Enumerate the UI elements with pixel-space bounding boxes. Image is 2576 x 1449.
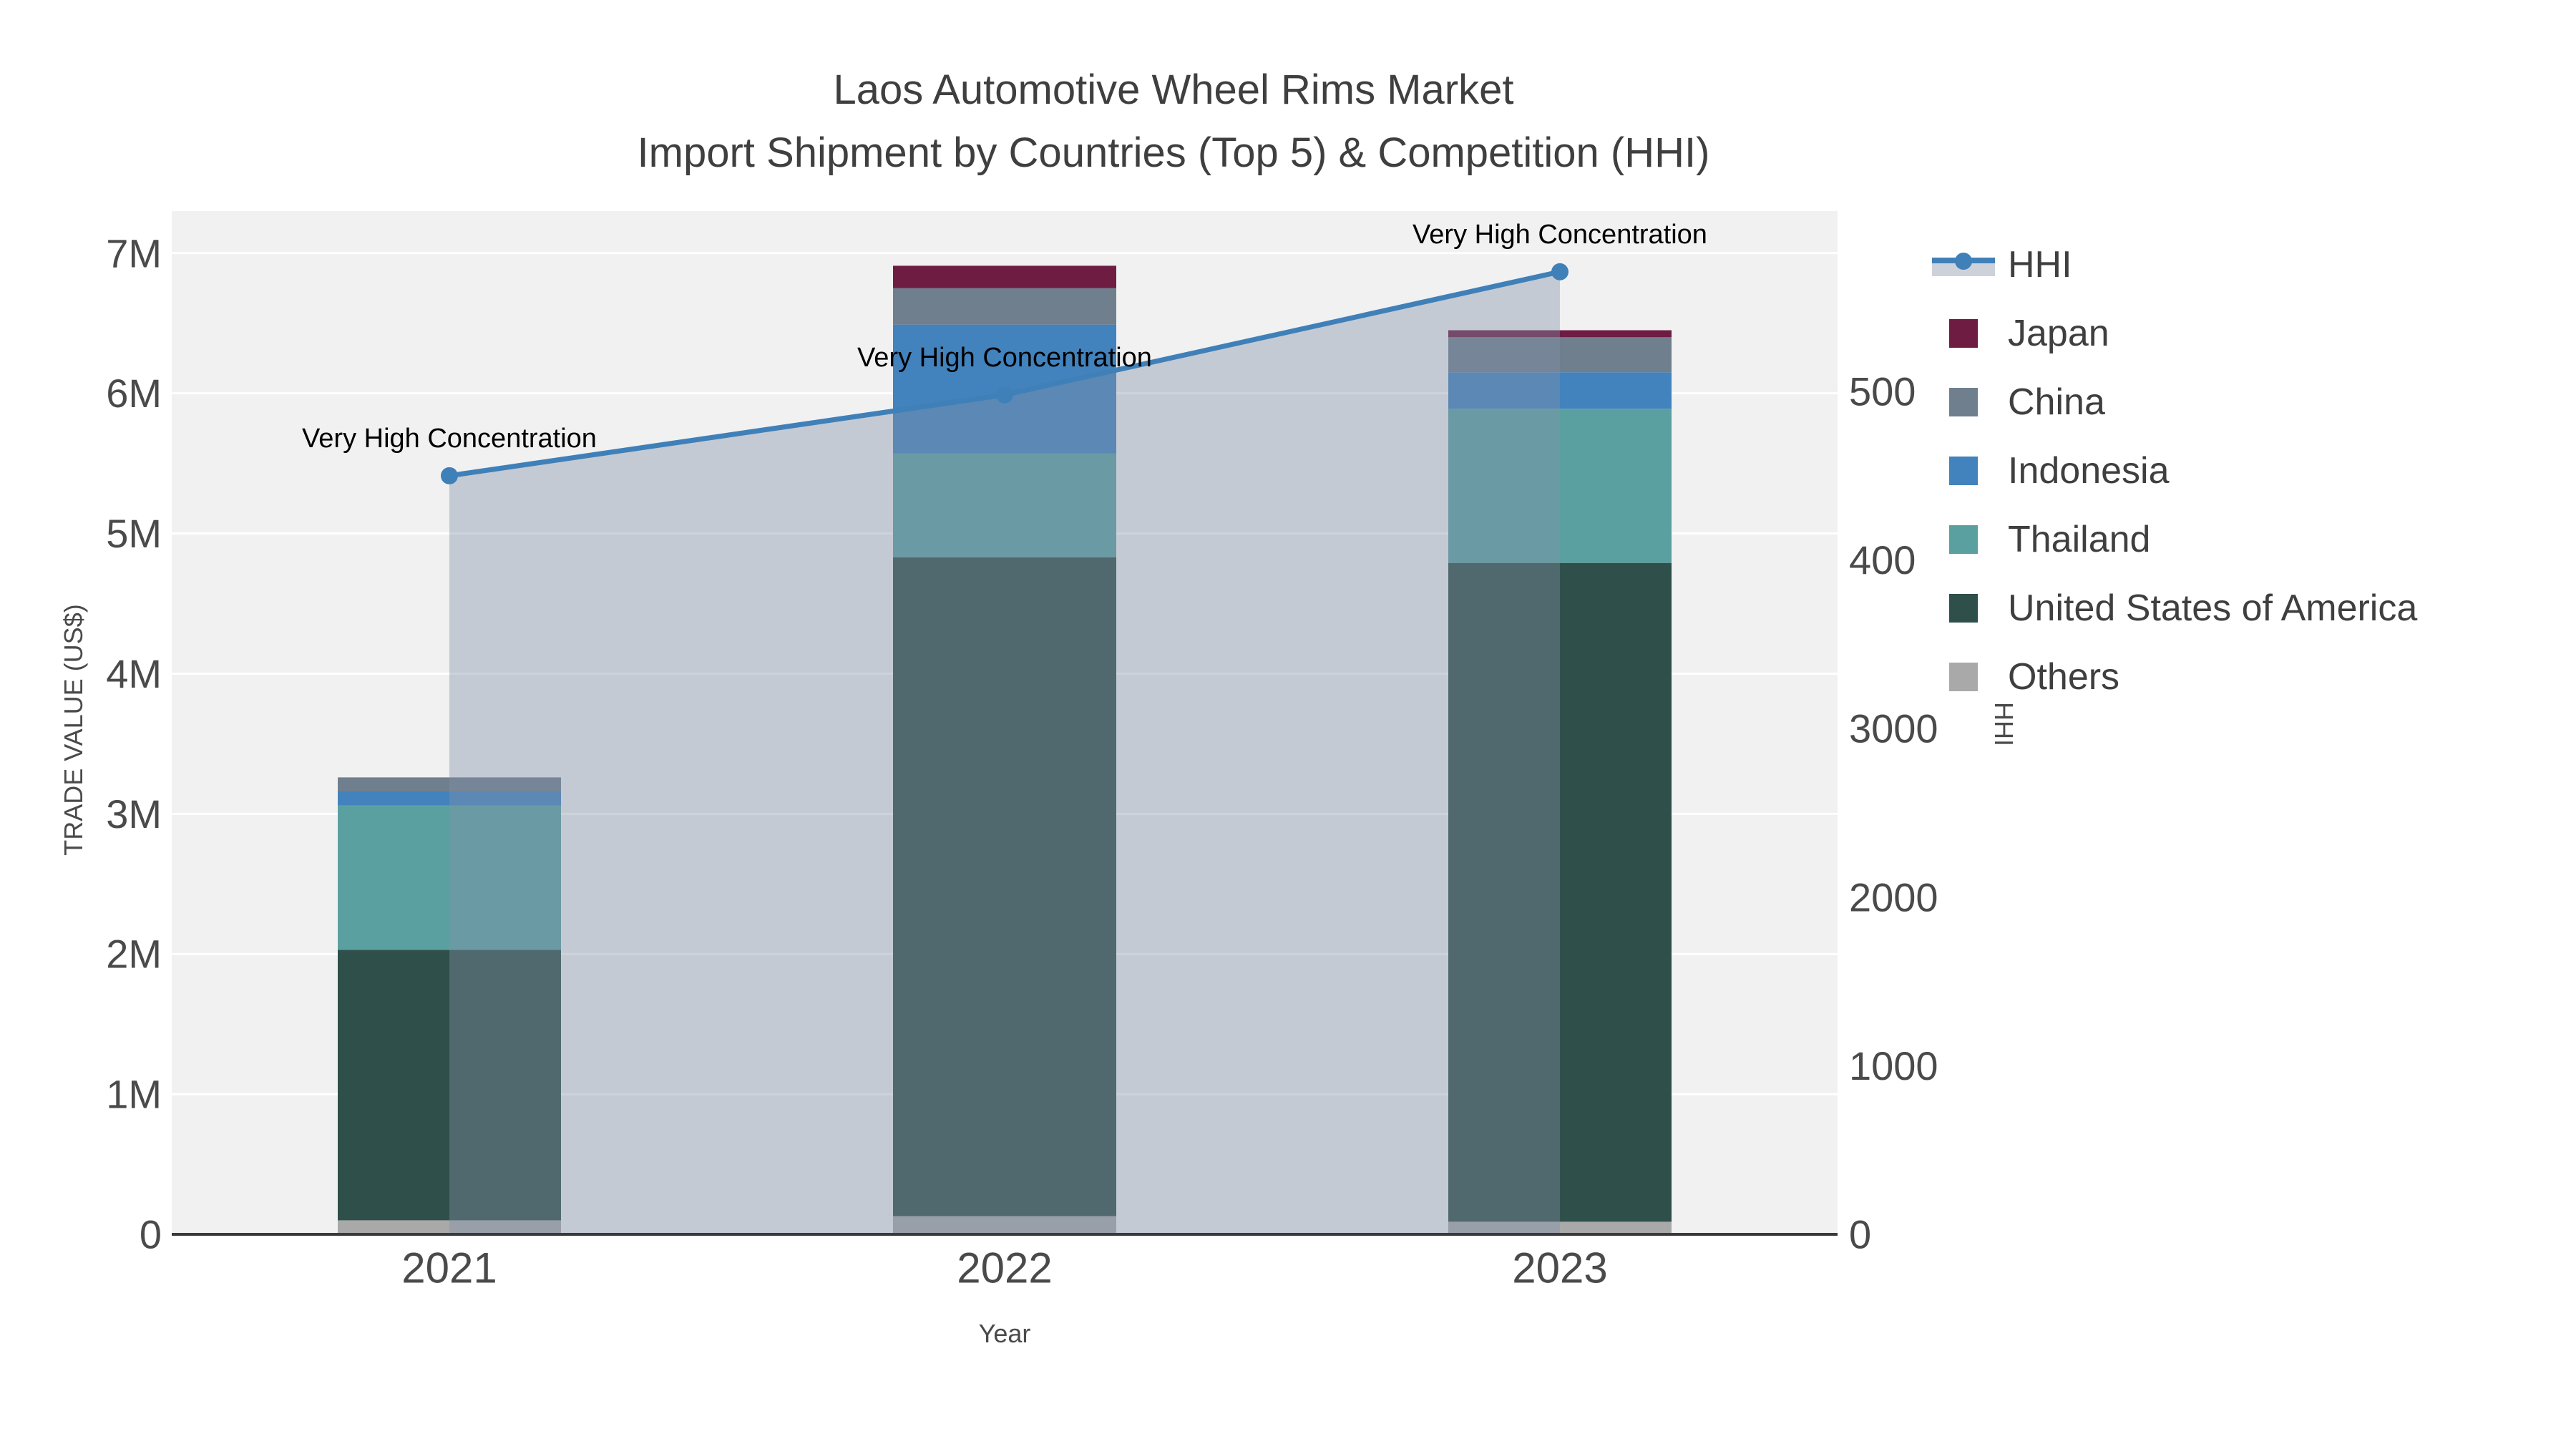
bar-segment-united-states-of-america-2023 (1448, 562, 1672, 1222)
bar-segment-japan-2023 (1448, 330, 1672, 338)
bar-segment-thailand-2022 (893, 453, 1116, 557)
left-axis-tick-label: 0 (140, 1212, 162, 1257)
right-axis-tick-label: 0 (1849, 1212, 1871, 1257)
x-axis-tick-label: 2023 (1512, 1244, 1607, 1292)
legend-label: HHI (2008, 244, 2072, 286)
right-axis-tick-label: 1000 (1849, 1043, 1938, 1088)
annotation-label: Very High Concentration (302, 424, 597, 454)
legend-item-japan[interactable]: Japan (1932, 299, 2417, 368)
thailand-swatch-icon (1932, 525, 1995, 554)
others-swatch-icon (1932, 663, 1995, 691)
hhi-line-swatch-icon (1932, 249, 1995, 280)
hhi-area-fill (449, 271, 1560, 1234)
right-axis-tick-label: 500 (1849, 369, 1916, 414)
left-axis-tick-label: 4M (106, 651, 162, 696)
right-axis-tick-label: 3000 (1849, 706, 1938, 751)
right-axis-tick-label: 400 (1849, 537, 1916, 582)
bar-segment-china-2022 (893, 288, 1116, 325)
china-swatch-icon (1932, 388, 1995, 416)
legend-label: Indonesia (2008, 450, 2170, 492)
hhi-marker-2021 (441, 467, 458, 484)
bar-segment-united-states-of-america-2021 (338, 950, 561, 1221)
bar-segment-indonesia-2023 (1448, 372, 1672, 409)
legend: HHI Japan China Indonesia Thailand Unite… (1932, 230, 2417, 711)
x-axis-title: Year (978, 1319, 1031, 1348)
usa-swatch-icon (1932, 594, 1995, 623)
left-axis-title: TRADE VALUE (US$) (59, 604, 88, 856)
left-axis-tick-label: 1M (106, 1072, 162, 1117)
legend-label: Others (2008, 656, 2120, 698)
bar-segment-united-states-of-america-2022 (893, 557, 1116, 1216)
legend-label: United States of America (2008, 587, 2418, 629)
left-axis-tick-label: 3M (106, 791, 162, 836)
legend-item-thailand[interactable]: Thailand (1932, 505, 2417, 574)
x-axis-tick-label: 2021 (401, 1244, 497, 1292)
right-axis-tick-label: 2000 (1849, 874, 1938, 919)
hhi-marker-2022 (996, 386, 1013, 404)
bar-segment-others-2022 (893, 1216, 1116, 1234)
bar-segment-china-2023 (1448, 337, 1672, 373)
annotation-label: Very High Concentration (1413, 220, 1707, 250)
annotation-label: Very High Concentration (857, 343, 1152, 373)
bar-segment-thailand-2021 (338, 805, 561, 950)
legend-item-china[interactable]: China (1932, 368, 2417, 436)
x-axis-tick-label: 2022 (957, 1244, 1052, 1292)
bar-segment-indonesia-2021 (338, 791, 561, 806)
japan-swatch-icon (1932, 319, 1995, 348)
left-axis-tick-label: 7M (106, 230, 162, 275)
chart-title: Laos Automotive Wheel Rims Market Import… (100, 59, 2247, 185)
bar-segment-japan-2022 (893, 265, 1116, 288)
legend-item-usa[interactable]: United States of America (1932, 574, 2417, 643)
legend-label: China (2008, 381, 2105, 423)
hhi-marker-2023 (1551, 263, 1568, 280)
indonesia-swatch-icon (1932, 457, 1995, 485)
left-axis-tick-label: 5M (106, 511, 162, 556)
bar-segment-others-2023 (1448, 1221, 1672, 1234)
bar-segment-thailand-2023 (1448, 409, 1672, 563)
chart-title-line1: Laos Automotive Wheel Rims Market (833, 67, 1514, 113)
legend-label: Japan (2008, 313, 2109, 354)
left-axis-tick-label: 6M (106, 371, 162, 416)
legend-label: Thailand (2008, 519, 2151, 560)
legend-item-others[interactable]: Others (1932, 643, 2417, 711)
legend-item-hhi[interactable]: HHI (1932, 230, 2417, 299)
left-axis-tick-label: 2M (106, 932, 162, 977)
legend-item-indonesia[interactable]: Indonesia (1932, 436, 2417, 505)
bar-segment-others-2021 (338, 1220, 561, 1234)
bar-segment-china-2021 (338, 777, 561, 791)
chart-title-line2: Import Shipment by Countries (Top 5) & C… (637, 130, 1710, 176)
